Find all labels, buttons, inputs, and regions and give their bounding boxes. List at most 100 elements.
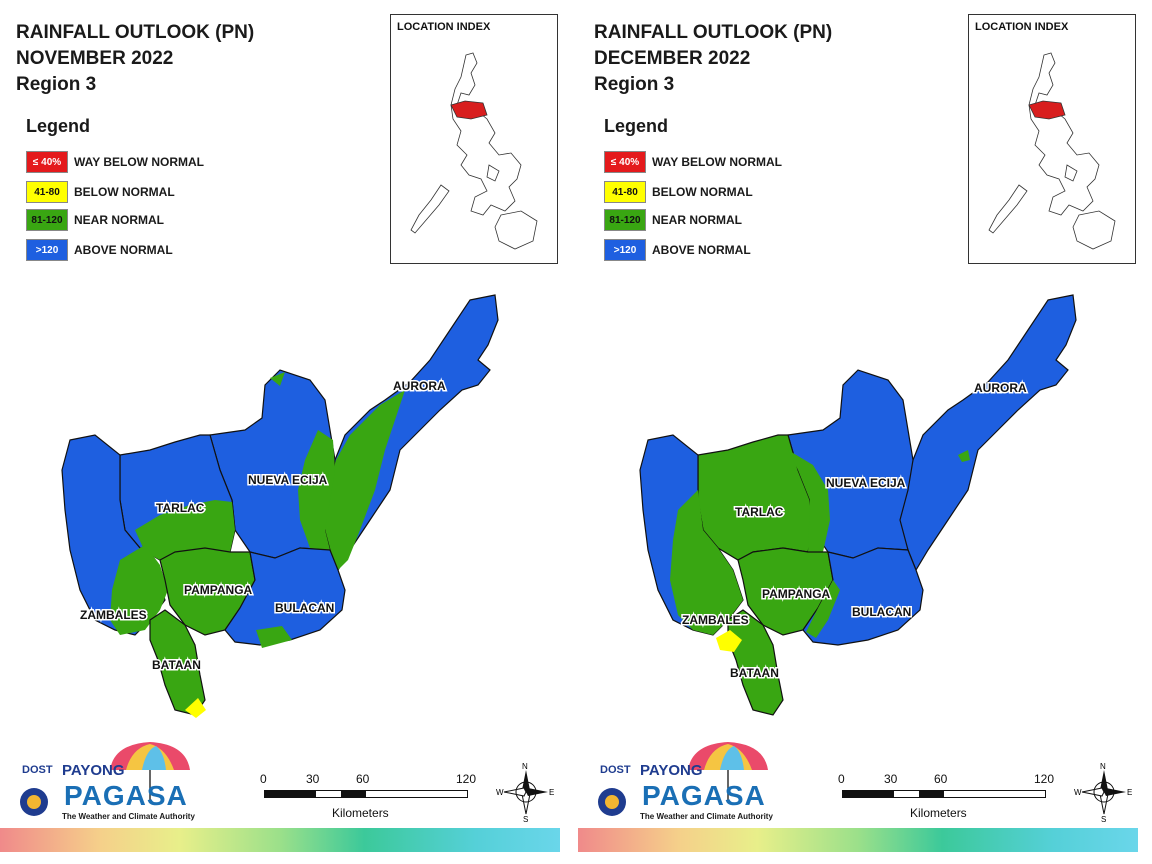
province-aurora	[897, 294, 1077, 572]
bulacan-near-normal-zone	[256, 626, 292, 648]
logo-pagasa-text: PAGASA	[642, 780, 766, 811]
label-aurora: AURORA	[974, 381, 1027, 395]
bataan-below-normal-zone	[185, 698, 206, 718]
scale-bar: 0 30 60 120 Kilometers	[836, 772, 1066, 832]
compass-s: S	[523, 815, 528, 822]
logo-dost-text: DOST	[22, 764, 53, 776]
label-aurora: AURORA	[393, 379, 446, 393]
legend-label: ABOVE NORMAL	[74, 243, 173, 257]
province-bulacan	[802, 547, 924, 646]
scale-tick: 120	[1034, 772, 1055, 786]
legend-item-above: >120 ABOVE NORMAL	[26, 238, 173, 262]
label-bulacan: BULACAN	[852, 605, 911, 619]
legend-swatch: >120	[26, 239, 68, 261]
title-line-2: DECEMBER 2022	[594, 48, 751, 69]
legend-item-near: 81-120 NEAR NORMAL	[26, 208, 164, 232]
region-3-highlight	[1028, 100, 1066, 120]
label-bataan: BATAAN	[152, 658, 201, 672]
legend-item-below: 41-80 BELOW NORMAL	[26, 180, 175, 204]
region-3-rainfall-map: AURORA NUEVA ECIJA TARLAC PAMPANGA ZAMBA…	[61, 294, 499, 718]
scale-tick: 0	[838, 772, 845, 786]
legend-label: WAY BELOW NORMAL	[652, 155, 783, 169]
scale-tick: 120	[456, 772, 477, 786]
scale-tick: 30	[884, 772, 898, 786]
label-bulacan: BULACAN	[275, 601, 334, 615]
legend-title: Legend	[26, 116, 91, 136]
compass-w: W	[1074, 788, 1082, 797]
zambales-near-normal-zone	[110, 545, 168, 635]
title-line-3: Region 3	[594, 74, 675, 95]
north-arrow-compass: N S E W	[1074, 762, 1134, 824]
scale-tick: 60	[934, 772, 948, 786]
compass-e: E	[1127, 788, 1132, 797]
legend-swatch: 41-80	[604, 181, 646, 203]
scale-tick: 30	[306, 772, 320, 786]
legend-label: BELOW NORMAL	[74, 185, 175, 199]
legend-swatch: ≤ 40%	[26, 151, 68, 173]
scale-unit: Kilometers	[910, 806, 967, 820]
label-nueva-ecija: NUEVA ECIJA	[826, 476, 906, 490]
compass-w: W	[496, 788, 504, 797]
scale-tick: 0	[260, 772, 267, 786]
title-line-1: RAINFALL OUTLOOK (PN)	[594, 22, 833, 43]
title-line-1: RAINFALL OUTLOOK (PN)	[16, 22, 255, 43]
label-tarlac: TARLAC	[735, 505, 784, 519]
legend-swatch: ≤ 40%	[604, 151, 646, 173]
legend-label: WAY BELOW NORMAL	[74, 155, 205, 169]
philippines-outline	[410, 52, 538, 250]
label-tarlac: TARLAC	[156, 501, 205, 515]
payong-pagasa-logo: DOST PAYONG PAGASA The Weather and Clima…	[14, 740, 195, 830]
compass-n: N	[1100, 762, 1106, 771]
label-zambales: ZAMBALES	[80, 608, 147, 622]
umbrella-icon	[20, 742, 190, 816]
title-line-2: NOVEMBER 2022	[16, 48, 174, 69]
legend-title: Legend	[604, 116, 669, 136]
color-band	[0, 828, 560, 852]
map-title: RAINFALL OUTLOOK (PN) DECEMBER 2022 Regi…	[594, 20, 832, 98]
logo-pagasa-text: PAGASA	[64, 780, 188, 811]
logo-payong-text: PAYONG	[62, 762, 125, 779]
tarlac-near-normal-zone	[788, 450, 830, 552]
map-title: RAINFALL OUTLOOK (PN) NOVEMBER 2022 Regi…	[16, 20, 254, 98]
legend-item-below: 41-80 BELOW NORMAL	[604, 180, 753, 204]
payong-pagasa-logo: DOST PAYONG PAGASA The Weather and Clima…	[592, 740, 773, 830]
logo-tagline: The Weather and Climate Authority	[640, 812, 773, 821]
nueva-ecija-near-normal-zone	[298, 430, 335, 550]
region-3-highlight	[450, 100, 488, 120]
north-arrow-compass: N S E W	[496, 762, 556, 824]
label-pampanga: PAMPANGA	[762, 587, 831, 601]
legend-item-near: 81-120 NEAR NORMAL	[604, 208, 742, 232]
location-index-map: LOCATION INDEX	[390, 14, 558, 264]
zambales-near-normal-zone	[670, 490, 743, 635]
compass-rose-icon: N S E W	[1074, 762, 1132, 824]
scale-bar: 0 30 60 120 Kilometers	[258, 772, 488, 832]
legend-item-way-below: ≤ 40% WAY BELOW NORMAL	[604, 150, 782, 174]
outlook-panel-november: RAINFALL OUTLOOK (PN) NOVEMBER 2022 Regi…	[0, 14, 560, 852]
compass-s: S	[1101, 815, 1106, 822]
legend-item-above: >120 ABOVE NORMAL	[604, 238, 751, 262]
legend-swatch: 81-120	[26, 209, 68, 231]
legend-label: BELOW NORMAL	[652, 185, 753, 199]
outlook-panel-december: RAINFALL OUTLOOK (PN) DECEMBER 2022 Regi…	[578, 0, 1152, 864]
legend-label: NEAR NORMAL	[652, 213, 742, 227]
philippines-outline	[988, 52, 1116, 250]
compass-n: N	[522, 762, 528, 771]
legend-swatch: >120	[604, 239, 646, 261]
scale-segments	[264, 790, 468, 798]
compass-e: E	[549, 788, 554, 797]
label-bataan: BATAAN	[730, 666, 779, 680]
label-nueva-ecija: NUEVA ECIJA	[248, 473, 328, 487]
scale-tick: 60	[356, 772, 370, 786]
color-band	[578, 828, 1138, 852]
legend-swatch: 41-80	[26, 181, 68, 203]
legend-label: NEAR NORMAL	[74, 213, 164, 227]
legend-item-way-below: ≤ 40% WAY BELOW NORMAL	[26, 150, 204, 174]
bataan-below-normal-zone	[716, 630, 742, 652]
label-zambales: ZAMBALES	[682, 613, 749, 627]
aurora-near-normal-zone	[322, 390, 405, 570]
label-pampanga: PAMPANGA	[184, 583, 253, 597]
umbrella-icon	[598, 742, 768, 816]
compass-rose-icon: N S E W	[496, 762, 554, 824]
scale-unit: Kilometers	[332, 806, 389, 820]
location-index-map: LOCATION INDEX	[968, 14, 1136, 264]
